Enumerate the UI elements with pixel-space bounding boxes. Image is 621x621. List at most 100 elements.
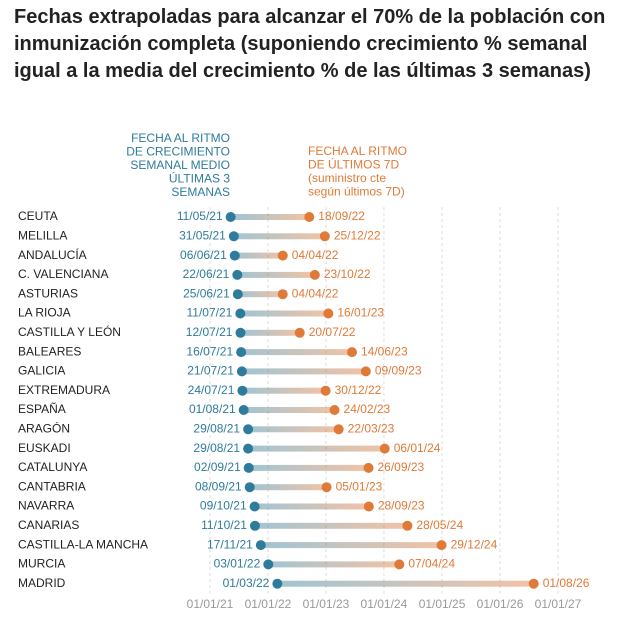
value-label: 22/06/21 xyxy=(183,267,230,281)
legend-label: ÚLTIMAS 3 xyxy=(169,171,230,186)
legend-label: según últimos 7D) xyxy=(308,185,405,199)
y-tick-label: ANDALUCÍA xyxy=(18,247,87,262)
connector xyxy=(249,484,327,491)
y-tick-label: MURCIA xyxy=(18,557,65,571)
value-label: 11/05/21 xyxy=(177,209,223,223)
connector xyxy=(237,271,315,278)
y-tick-label: CASTILLA Y LEÓN xyxy=(18,324,121,339)
connector xyxy=(254,503,369,510)
value-label: 23/10/22 xyxy=(324,267,371,281)
dot xyxy=(320,385,331,396)
dot xyxy=(243,462,254,473)
y-tick-label: NAVARRA xyxy=(18,499,74,513)
value-label: 09/10/21 xyxy=(200,499,247,513)
value-label: 12/07/21 xyxy=(186,325,233,339)
connector xyxy=(254,522,408,529)
connector xyxy=(260,542,442,549)
dot xyxy=(379,443,390,454)
y-tick-label: ESPAÑA xyxy=(18,402,66,416)
connector xyxy=(237,291,283,298)
value-label: 25/12/22 xyxy=(334,228,381,242)
dot xyxy=(232,269,243,280)
value-label: 29/12/24 xyxy=(451,537,498,551)
y-tick-label: CATALUNYA xyxy=(18,460,87,474)
dot xyxy=(333,424,344,435)
value-label: 03/01/22 xyxy=(214,557,261,571)
dot xyxy=(238,405,249,415)
connector xyxy=(241,349,352,356)
y-tick-label: CEUTA xyxy=(18,209,58,223)
dot xyxy=(235,308,246,319)
dot xyxy=(528,578,539,589)
connector xyxy=(241,368,366,375)
dot xyxy=(249,520,260,531)
dot xyxy=(236,366,247,377)
x-tick-label: 01/01/24 xyxy=(361,597,408,611)
dot xyxy=(272,578,283,589)
dot xyxy=(323,308,334,319)
x-tick-label: 01/01/26 xyxy=(477,597,524,611)
legend-label: (suministro cte xyxy=(308,171,386,185)
value-label: 22/03/23 xyxy=(348,421,395,435)
dot xyxy=(360,366,371,377)
value-label: 28/09/23 xyxy=(378,499,425,513)
value-label: 07/04/24 xyxy=(408,557,455,571)
value-label: 11/07/21 xyxy=(187,306,233,320)
connector xyxy=(243,407,335,413)
y-tick-label: C. VALENCIANA xyxy=(18,267,108,281)
connector xyxy=(240,310,329,317)
value-label: 04/04/22 xyxy=(292,286,339,300)
dot xyxy=(321,482,332,493)
dot xyxy=(294,327,305,338)
x-tick-label: 01/01/27 xyxy=(535,597,582,611)
connector xyxy=(277,580,534,587)
connector xyxy=(268,561,400,568)
value-label: 28/05/24 xyxy=(416,518,463,532)
value-label: 29/08/21 xyxy=(193,441,240,455)
dot xyxy=(402,520,413,531)
value-label: 24/02/23 xyxy=(344,402,391,416)
dot xyxy=(263,559,274,570)
value-label: 20/07/22 xyxy=(309,325,356,339)
value-label: 18/09/22 xyxy=(318,209,365,223)
dot xyxy=(229,250,240,261)
dot xyxy=(236,347,247,358)
value-label: 08/09/21 xyxy=(195,479,242,493)
x-tick-label: 01/01/22 xyxy=(245,597,292,611)
y-tick-label: ASTURIAS xyxy=(18,286,78,300)
dot xyxy=(235,327,246,338)
dot xyxy=(277,250,288,261)
value-label: 01/08/26 xyxy=(543,576,590,590)
value-label: 04/04/22 xyxy=(292,248,339,262)
dot xyxy=(436,540,447,551)
connector xyxy=(248,426,339,433)
value-label: 06/06/21 xyxy=(180,248,227,262)
value-label: 05/01/23 xyxy=(336,479,383,493)
y-tick-label: BALEARES xyxy=(18,344,81,358)
legend-label: FECHA AL RITMO xyxy=(131,131,230,145)
value-label: 09/09/23 xyxy=(375,364,422,378)
y-tick-label: EUSKADI xyxy=(18,441,71,455)
connector xyxy=(230,214,310,220)
value-label: 16/01/23 xyxy=(337,306,384,320)
chart-title: Fechas extrapoladas para alcanzar el 70%… xyxy=(14,6,606,82)
value-label: 21/07/21 xyxy=(187,364,234,378)
value-label: 17/11/21 xyxy=(207,537,253,551)
dot xyxy=(237,385,248,396)
dot xyxy=(309,269,320,280)
y-tick-label: MADRID xyxy=(18,576,66,590)
dot xyxy=(346,347,357,358)
legend-label: DE CRECIMIENTO xyxy=(126,145,230,159)
dot xyxy=(232,289,243,300)
y-tick-label: MELILLA xyxy=(18,228,67,242)
y-tick-label: CANARIAS xyxy=(18,518,79,532)
dot xyxy=(363,501,374,512)
dot xyxy=(255,540,266,551)
y-tick-label: EXTREMADURA xyxy=(18,383,110,397)
connector xyxy=(248,445,385,452)
dot xyxy=(243,424,254,435)
dot xyxy=(363,462,374,473)
y-tick-label: LA RIOJA xyxy=(18,306,71,320)
value-label: 30/12/22 xyxy=(335,383,382,397)
